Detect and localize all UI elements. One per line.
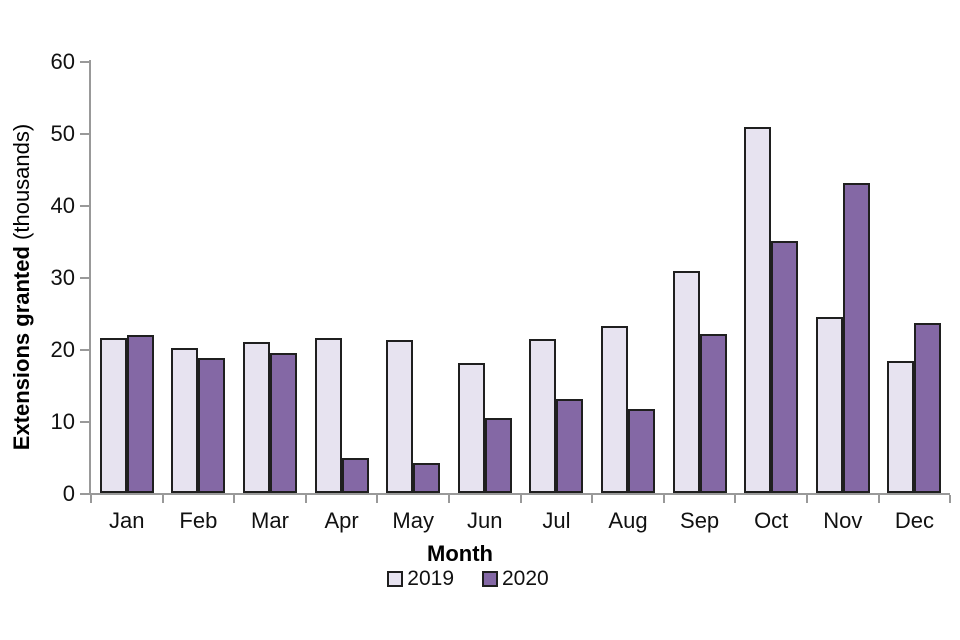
bar-2019-feb [171, 348, 199, 493]
legend-label-2019: 2019 [407, 567, 454, 590]
legend-label-2020: 2020 [502, 567, 549, 590]
bar-2020-feb [198, 358, 226, 493]
bar-2019-mar [243, 342, 270, 493]
bar-2019-aug [601, 326, 628, 493]
x-tick-mark-8 [662, 495, 665, 503]
x-tick-mark-9 [734, 495, 737, 503]
x-tick-mark-4 [376, 495, 379, 503]
bar-2019-oct [744, 127, 772, 493]
x-tick-label-sep: Sep [680, 508, 720, 533]
y-tick-label-50: 50 [50, 121, 75, 146]
x-tick-label-feb: Feb [179, 508, 218, 533]
x-tick-mark-5 [448, 495, 450, 503]
y-tick-mark-30 [80, 277, 89, 279]
legend-swatch-2019 [387, 571, 404, 587]
bar-2019-apr [314, 338, 342, 493]
y-tick-mark-50 [80, 133, 89, 135]
x-tick-label-aug: Aug [608, 508, 648, 533]
bar-2020-apr [341, 458, 369, 493]
bar-2020-jan [126, 335, 154, 493]
bar-2019-sep [672, 271, 700, 493]
x-axis-title: Month [427, 541, 493, 566]
x-tick-mark-0 [90, 495, 92, 503]
y-tick-label-10: 10 [50, 409, 75, 434]
y-tick-label-60: 60 [50, 49, 75, 74]
x-tick-label-apr: Apr [324, 508, 359, 533]
bar-2020-sep [699, 334, 727, 493]
legend-item-2020: 2020 [482, 567, 549, 591]
bar-2019-jan [99, 338, 127, 493]
x-axis-line [89, 493, 950, 495]
bar-2020-oct [771, 241, 799, 493]
bar-2019-dec [887, 361, 915, 493]
x-tick-label-nov: Nov [823, 508, 863, 533]
x-tick-label-mar: Mar [251, 508, 289, 533]
y-tick-mark-10 [80, 421, 89, 423]
x-tick-mark-10 [806, 495, 808, 503]
y-tick-label-30: 30 [50, 265, 75, 290]
y-axis-line [89, 60, 91, 494]
y-tick-label-0: 0 [62, 481, 75, 506]
x-tick-label-jun: Jun [467, 508, 503, 533]
bar-2019-nov [815, 317, 843, 493]
x-tick-mark-7 [591, 495, 594, 503]
x-tick-label-jan: Jan [109, 508, 145, 533]
x-tick-label-dec: Dec [894, 508, 934, 533]
chart-legend: 2019 2020 [0, 567, 936, 591]
bar-2020-aug [628, 409, 655, 493]
bar-2020-mar [270, 353, 297, 493]
y-tick-mark-40 [80, 205, 89, 207]
y-tick-label-20: 20 [50, 337, 75, 362]
x-tick-mark-12 [949, 495, 952, 503]
x-tick-mark-3 [304, 495, 307, 503]
x-tick-label-oct: Oct [754, 508, 789, 533]
bar-2020-may [413, 463, 441, 493]
x-tick-label-jul: Jul [542, 508, 571, 533]
legend-swatch-2020 [482, 571, 498, 587]
y-tick-mark-20 [80, 349, 89, 351]
y-tick-mark-60 [80, 61, 89, 63]
bar-2020-jul [556, 399, 584, 493]
y-tick-label-40: 40 [50, 193, 75, 218]
y-tick-mark-0 [80, 493, 89, 495]
x-tick-mark-1 [161, 495, 164, 503]
x-tick-mark-6 [519, 495, 522, 503]
bar-2020-jun [484, 418, 512, 493]
legend-item-2019: 2019 [387, 567, 454, 591]
bar-2020-nov [842, 183, 870, 493]
bar-2019-jul [529, 339, 557, 493]
bar-2020-dec [914, 323, 942, 493]
bar-2019-jun [457, 363, 485, 493]
x-tick-mark-2 [233, 495, 236, 503]
x-tick-mark-11 [877, 495, 880, 503]
bar-2019-may [386, 340, 414, 493]
x-tick-label-may: May [392, 508, 434, 533]
